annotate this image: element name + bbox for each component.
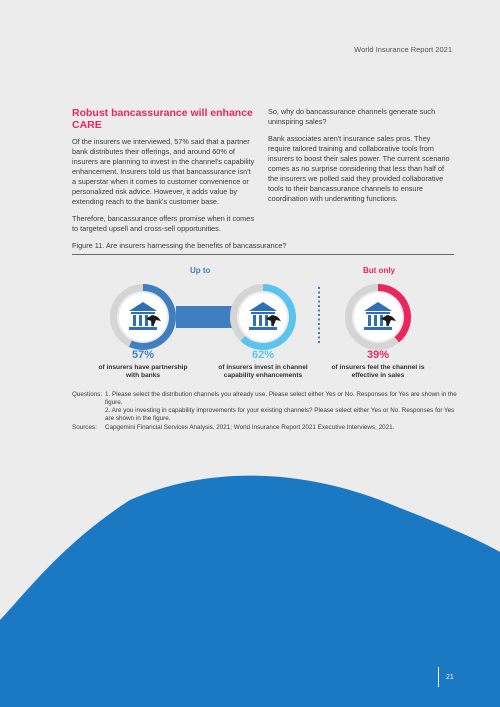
figure-caption: Figure 11. Are insurers harnessing the b… (72, 241, 287, 250)
figure-rule (72, 254, 454, 255)
donut-slice-3 (377, 284, 411, 343)
stat-description-1: of insurers have partnership with banks (98, 364, 188, 379)
left-column: Robust bancassurance will enhance CARE O… (72, 107, 255, 241)
right-paragraph-1: So, why do bancassurance channels genera… (268, 107, 436, 126)
page-number: 21 (446, 674, 454, 681)
stat-description-3: of insurers feel the channel is effectiv… (331, 364, 425, 379)
sources-label: Sources: (72, 424, 97, 431)
figure-notes: Questions: 1. Please select the distribu… (72, 391, 462, 433)
donut-center-2 (239, 293, 287, 341)
stat-description-2: of insurers invest in channel capability… (218, 364, 308, 379)
question-2: 2. Are you investing in capability impro… (105, 407, 455, 422)
footer-rule (438, 667, 439, 687)
donut-center-1 (119, 293, 167, 341)
question-1: 1. Please select the distribution channe… (105, 391, 457, 406)
stat-value-1: 57% (131, 349, 155, 361)
left-paragraph-2: Therefore, bancassurance offers promise … (72, 214, 254, 233)
bank-building-icon (249, 302, 281, 330)
sources-text: Capgemini Financial Services Analysis, 2… (105, 424, 395, 431)
right-column: So, why do bancassurance channels genera… (268, 107, 454, 211)
tag-but-only: But only (363, 266, 395, 275)
donut-slice-2 (240, 284, 296, 350)
bank-building-umbrella-icon (364, 302, 396, 330)
section-title: Robust bancassurance will enhance CARE (72, 107, 253, 131)
right-paragraph-2: Bank associates aren't insurance sales p… (268, 134, 450, 203)
donut-slice-1 (128, 284, 176, 350)
bank-building-icon (129, 302, 161, 330)
donut-center-3 (354, 293, 402, 341)
report-title: World Insurance Report 2021 (354, 45, 452, 54)
tag-up-to: Up to (190, 266, 211, 275)
background-wave (0, 475, 500, 707)
left-paragraph-1: Of the insurers we interviewed, 57% said… (72, 137, 255, 206)
connector-bar (176, 306, 234, 328)
stat-value-2: 62% (251, 349, 275, 361)
stat-value-3: 39% (366, 349, 390, 361)
questions-label: Questions: (72, 391, 103, 398)
